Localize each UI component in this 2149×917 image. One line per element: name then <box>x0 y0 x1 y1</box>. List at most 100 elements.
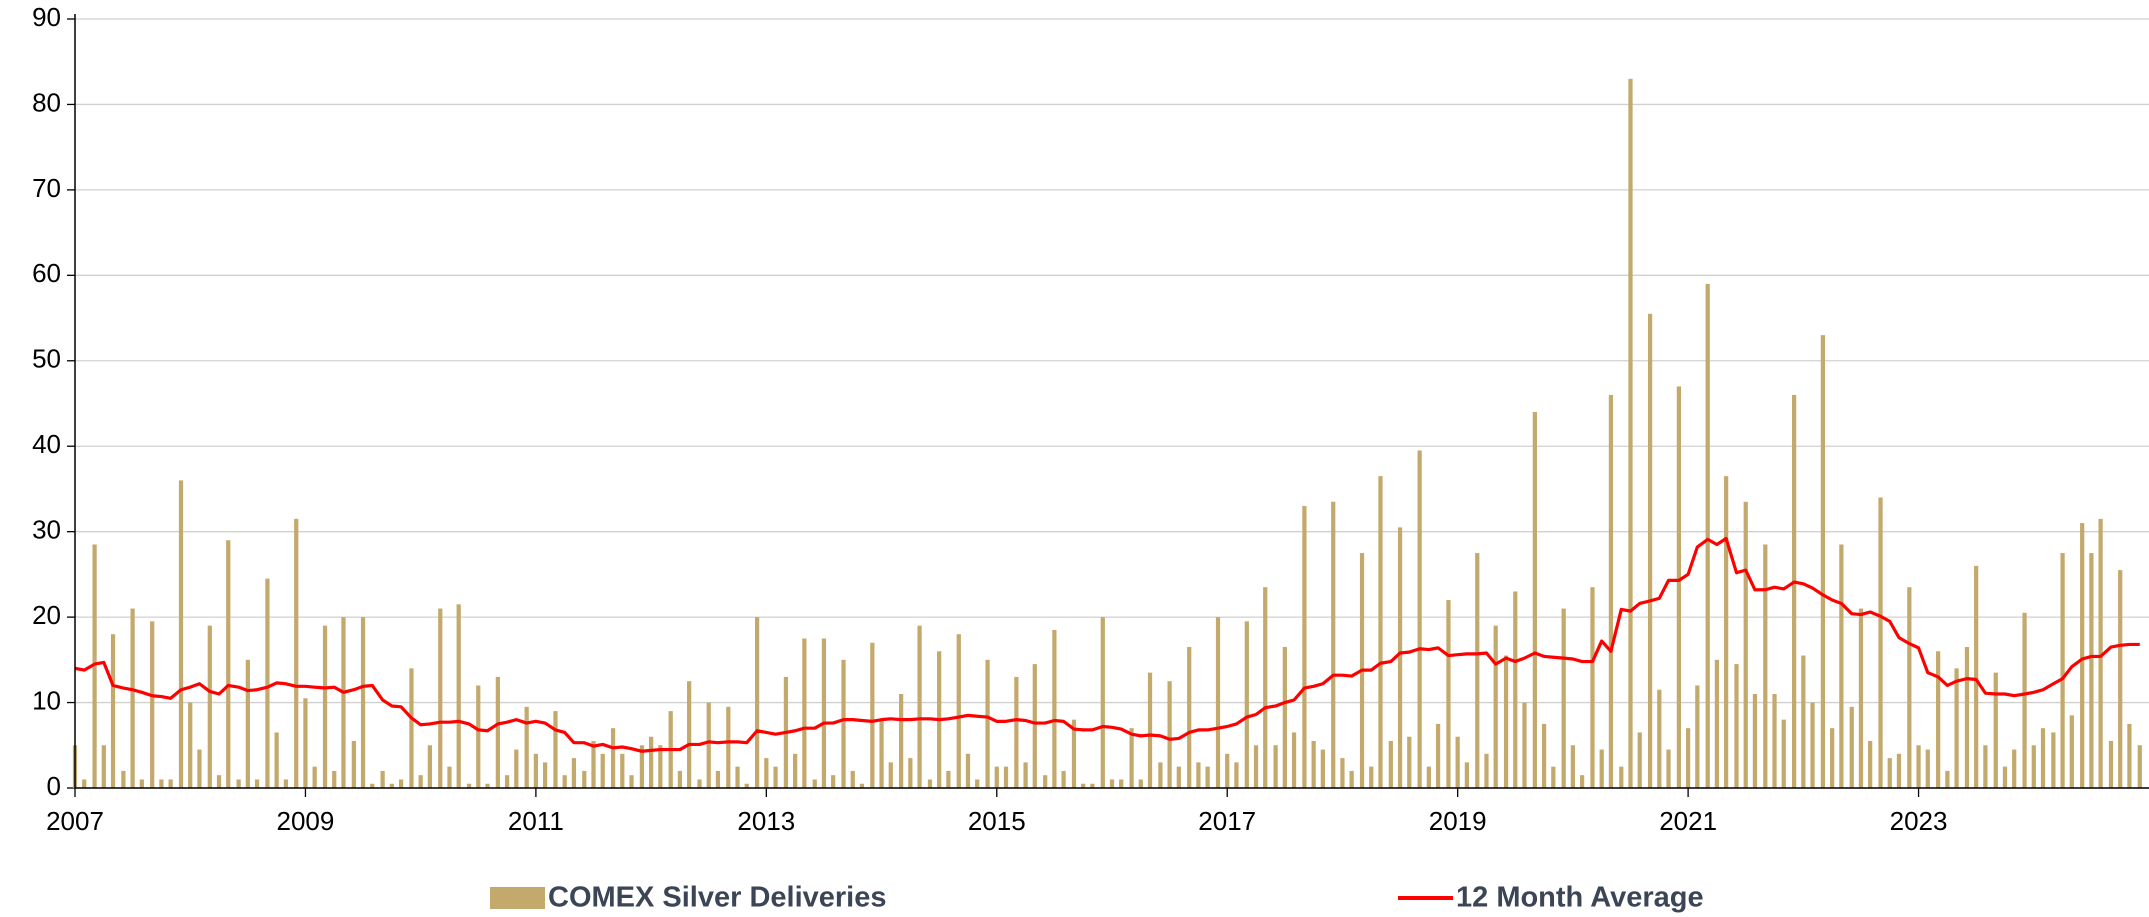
bar <box>1484 753 1489 788</box>
bar <box>1234 762 1239 788</box>
bar <box>1187 647 1192 788</box>
y-tick-label: 20 <box>32 600 61 630</box>
bar <box>178 480 184 788</box>
bar <box>1455 736 1460 788</box>
bar <box>1100 617 1105 788</box>
y-tick-label: 80 <box>32 87 61 117</box>
bar <box>1608 394 1614 788</box>
bar <box>351 741 356 788</box>
bar <box>1167 681 1172 788</box>
bar <box>1724 476 1729 788</box>
bar <box>582 770 587 788</box>
x-tick-label: 2017 <box>1198 806 1256 836</box>
bar <box>1090 783 1095 788</box>
bar <box>274 732 279 788</box>
bar <box>1532 412 1537 788</box>
bar <box>1109 779 1115 788</box>
bar <box>1705 283 1710 788</box>
bar <box>1734 664 1739 788</box>
bar <box>677 770 683 788</box>
bar <box>1772 694 1777 788</box>
legend-label: COMEX Silver Deliveries <box>548 882 887 914</box>
y-tick-label: 30 <box>32 515 61 545</box>
bar <box>812 779 817 788</box>
bar <box>1628 78 1633 789</box>
bar <box>168 779 173 788</box>
bar <box>1493 625 1498 788</box>
bar <box>956 634 961 788</box>
bar <box>1320 749 1325 788</box>
bar <box>1925 749 1930 788</box>
bar <box>226 540 231 788</box>
bar <box>1397 527 1403 788</box>
bar <box>1522 702 1527 788</box>
bar <box>1820 335 1826 788</box>
bar <box>1129 728 1134 788</box>
y-tick-label: 40 <box>32 429 61 459</box>
bar <box>1378 476 1383 788</box>
bar <box>1513 591 1518 788</box>
bar <box>917 625 922 788</box>
bar <box>1714 659 1720 788</box>
bar <box>1052 629 1057 788</box>
x-tick-label: 2023 <box>1890 806 1948 836</box>
x-tick-label: 2019 <box>1429 806 1487 836</box>
bar <box>706 702 711 788</box>
bar <box>216 775 222 788</box>
bar <box>793 753 798 788</box>
bar <box>802 638 807 788</box>
y-tick-label: 70 <box>32 173 61 203</box>
bar <box>1340 758 1345 788</box>
bar <box>207 625 212 788</box>
bar <box>159 779 164 788</box>
bar <box>341 617 346 788</box>
bar <box>1685 728 1691 788</box>
bar <box>553 711 558 788</box>
bar <box>1830 728 1835 788</box>
bar <box>456 604 461 788</box>
bar <box>380 770 385 788</box>
bar <box>591 741 596 788</box>
bar <box>2108 741 2114 788</box>
bar <box>764 758 769 788</box>
bar <box>476 685 481 788</box>
bar <box>1916 745 1921 788</box>
bar <box>571 758 577 788</box>
bar <box>1388 741 1393 788</box>
bar <box>1014 676 1019 788</box>
x-tick-label: 2011 <box>508 806 564 836</box>
bar <box>197 749 202 788</box>
bar <box>1215 617 1221 788</box>
y-tick-label: 90 <box>32 2 61 32</box>
bar <box>2137 745 2142 788</box>
bar <box>1657 689 1662 788</box>
bar <box>322 625 328 788</box>
bar <box>888 762 893 788</box>
bar <box>1349 770 1354 788</box>
bar <box>1003 766 1009 788</box>
bar <box>1541 723 1547 788</box>
bar <box>1311 741 1316 788</box>
bar <box>1993 672 1998 788</box>
bar <box>1599 749 1604 788</box>
bar <box>1561 608 1566 788</box>
bar <box>370 783 375 788</box>
bar <box>283 779 288 788</box>
bar <box>1446 600 1451 788</box>
bar <box>831 775 836 788</box>
bar <box>850 770 855 788</box>
bar <box>1858 608 1864 788</box>
bar <box>82 779 87 788</box>
bar <box>294 518 299 788</box>
bar <box>92 544 97 788</box>
y-tick-label: 60 <box>32 258 61 288</box>
bar <box>841 659 846 788</box>
bar <box>2002 766 2008 788</box>
bar <box>1273 745 1278 788</box>
bar <box>1407 736 1412 788</box>
bar <box>975 779 980 788</box>
bar <box>1839 544 1844 788</box>
bar <box>2080 523 2085 788</box>
bar <box>303 698 308 788</box>
bar <box>1032 664 1037 788</box>
